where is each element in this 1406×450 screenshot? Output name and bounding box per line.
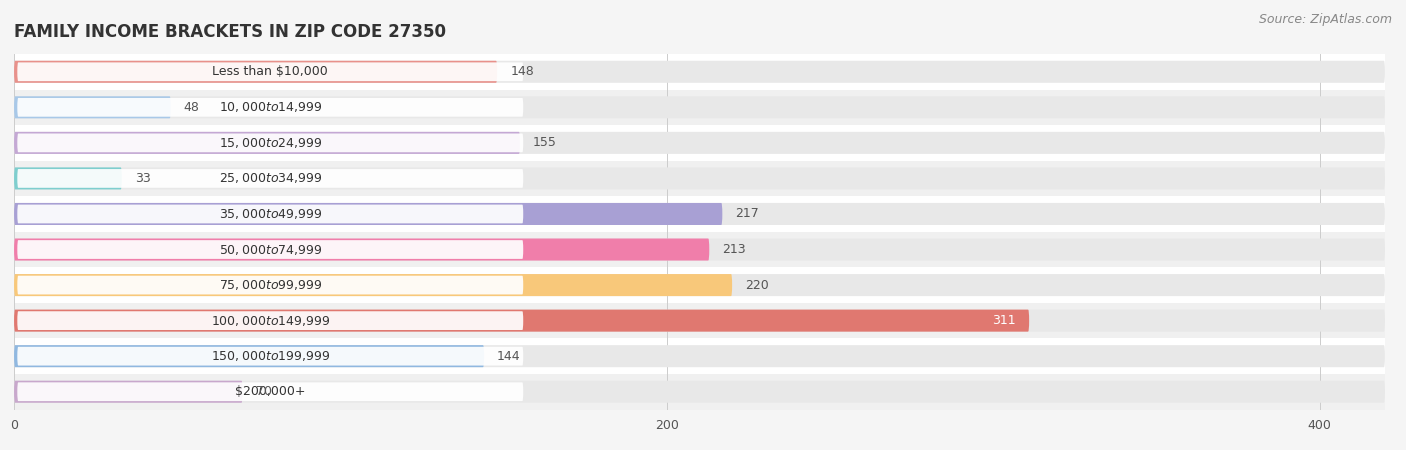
- FancyBboxPatch shape: [14, 345, 484, 367]
- FancyBboxPatch shape: [14, 238, 709, 261]
- FancyBboxPatch shape: [14, 196, 1385, 232]
- FancyBboxPatch shape: [14, 90, 1385, 125]
- FancyBboxPatch shape: [17, 205, 523, 223]
- Text: $15,000 to $24,999: $15,000 to $24,999: [218, 136, 322, 150]
- Text: Less than $10,000: Less than $10,000: [212, 65, 328, 78]
- FancyBboxPatch shape: [14, 167, 122, 189]
- Text: 311: 311: [993, 314, 1017, 327]
- Text: $100,000 to $149,999: $100,000 to $149,999: [211, 314, 330, 328]
- Text: FAMILY INCOME BRACKETS IN ZIP CODE 27350: FAMILY INCOME BRACKETS IN ZIP CODE 27350: [14, 23, 446, 41]
- FancyBboxPatch shape: [14, 132, 520, 154]
- Text: $75,000 to $99,999: $75,000 to $99,999: [218, 278, 322, 292]
- FancyBboxPatch shape: [17, 311, 523, 330]
- FancyBboxPatch shape: [14, 61, 1385, 83]
- FancyBboxPatch shape: [17, 276, 523, 294]
- FancyBboxPatch shape: [14, 167, 1385, 189]
- FancyBboxPatch shape: [14, 161, 1385, 196]
- FancyBboxPatch shape: [14, 125, 1385, 161]
- Text: Source: ZipAtlas.com: Source: ZipAtlas.com: [1258, 14, 1392, 27]
- FancyBboxPatch shape: [14, 274, 733, 296]
- FancyBboxPatch shape: [14, 203, 1385, 225]
- Text: $35,000 to $49,999: $35,000 to $49,999: [218, 207, 322, 221]
- FancyBboxPatch shape: [14, 381, 243, 403]
- FancyBboxPatch shape: [14, 54, 1385, 90]
- Text: 213: 213: [723, 243, 747, 256]
- Text: 48: 48: [184, 101, 200, 114]
- FancyBboxPatch shape: [14, 303, 1385, 338]
- FancyBboxPatch shape: [14, 345, 1385, 367]
- Text: 33: 33: [135, 172, 150, 185]
- FancyBboxPatch shape: [17, 347, 523, 365]
- FancyBboxPatch shape: [14, 61, 498, 83]
- Text: 217: 217: [735, 207, 759, 220]
- FancyBboxPatch shape: [14, 274, 1385, 296]
- FancyBboxPatch shape: [17, 169, 523, 188]
- Text: $200,000+: $200,000+: [235, 385, 305, 398]
- FancyBboxPatch shape: [14, 238, 1385, 261]
- FancyBboxPatch shape: [17, 134, 523, 152]
- FancyBboxPatch shape: [17, 98, 523, 117]
- FancyBboxPatch shape: [17, 382, 523, 401]
- FancyBboxPatch shape: [14, 96, 1385, 118]
- Text: 70: 70: [256, 385, 271, 398]
- Text: 155: 155: [533, 136, 557, 149]
- FancyBboxPatch shape: [14, 374, 1385, 410]
- Text: $50,000 to $74,999: $50,000 to $74,999: [218, 243, 322, 256]
- FancyBboxPatch shape: [14, 338, 1385, 374]
- FancyBboxPatch shape: [14, 96, 170, 118]
- FancyBboxPatch shape: [14, 132, 1385, 154]
- FancyBboxPatch shape: [14, 267, 1385, 303]
- Text: $10,000 to $14,999: $10,000 to $14,999: [218, 100, 322, 114]
- FancyBboxPatch shape: [14, 232, 1385, 267]
- Text: 144: 144: [498, 350, 520, 363]
- FancyBboxPatch shape: [17, 63, 523, 81]
- Text: 220: 220: [745, 279, 769, 292]
- Text: $25,000 to $34,999: $25,000 to $34,999: [218, 171, 322, 185]
- FancyBboxPatch shape: [17, 240, 523, 259]
- FancyBboxPatch shape: [14, 310, 1385, 332]
- Text: 148: 148: [510, 65, 534, 78]
- FancyBboxPatch shape: [14, 310, 1029, 332]
- Text: $150,000 to $199,999: $150,000 to $199,999: [211, 349, 330, 363]
- FancyBboxPatch shape: [14, 381, 1385, 403]
- FancyBboxPatch shape: [14, 203, 723, 225]
